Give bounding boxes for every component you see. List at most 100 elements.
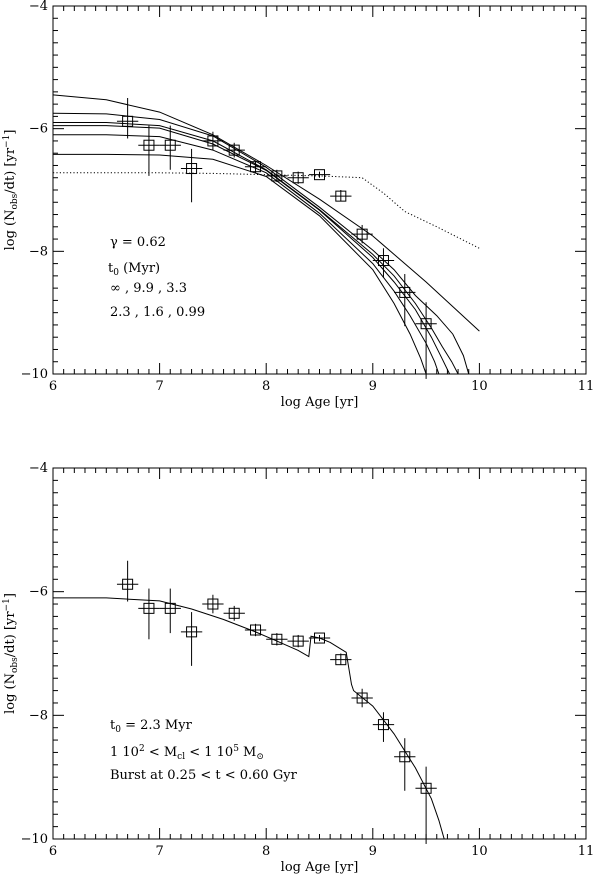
data-point: [415, 302, 437, 379]
data-point-marker: [420, 782, 432, 794]
y-axis-label: log (Nobs/dt) [yr−1]: [2, 130, 20, 251]
data-point: [202, 131, 224, 151]
x-tick-label: 9: [369, 379, 377, 394]
data-point: [202, 594, 224, 614]
y-tick-label: −6: [29, 585, 48, 600]
tick-marks: [52, 5, 587, 375]
data-point: [351, 224, 373, 244]
model-curve: [52, 94, 480, 332]
model-curve: [53, 122, 459, 375]
x-tick-label: 7: [155, 379, 163, 394]
data-point-marker: [143, 602, 155, 614]
data-point: [159, 125, 181, 170]
data-point: [223, 605, 245, 621]
bottom-panel: 6 7 8 9 10 11 −10 −8 −6 −4 log Age [yr] log (Nobs/d…: [2, 461, 593, 875]
data-point-marker: [271, 170, 283, 182]
y-tick-label: −10: [21, 367, 48, 382]
x-tick-label: 10: [471, 844, 488, 859]
data-point-marker: [420, 318, 432, 330]
data-point-marker: [186, 163, 198, 175]
data-point-marker: [228, 144, 240, 156]
model-curve: [53, 125, 451, 375]
data-point-marker: [207, 135, 219, 147]
data-point-marker: [399, 751, 411, 763]
data-point: [372, 712, 395, 742]
x-tick-label: 10: [471, 379, 488, 394]
data-point: [159, 588, 181, 634]
model-curve: [52, 112, 470, 375]
data-point-marker: [207, 598, 219, 610]
data-point: [287, 634, 309, 648]
data-point: [116, 560, 139, 602]
plot-frame: [52, 467, 587, 840]
y-tick-label: −8: [29, 244, 48, 259]
y-tick-label: −8: [29, 708, 48, 723]
data-point-marker: [186, 626, 198, 638]
annotation: 2.3 , 1.6 , 0.99: [110, 305, 205, 320]
x-tick-label: 9: [369, 844, 377, 859]
y-axis-label: log (Nobs/dt) [yr−1]: [2, 593, 20, 714]
model-curve: [53, 134, 440, 375]
model-curve: [53, 153, 427, 375]
data-point: [394, 738, 416, 791]
data-point-marker: [250, 161, 262, 173]
model-curve-dotted: [53, 172, 480, 249]
data-point: [372, 248, 395, 278]
x-tick-label: 8: [262, 844, 270, 859]
data-point-marker: [164, 139, 176, 151]
data-point: [223, 142, 245, 158]
x-tick-label: 11: [578, 379, 593, 394]
data-point-marker: [335, 654, 347, 666]
data-point-marker: [377, 719, 389, 731]
x-tick-label: 7: [155, 844, 163, 859]
x-axis-label: log Age [yr]: [281, 860, 359, 875]
y-tick-label: −6: [29, 122, 48, 137]
data-point: [116, 98, 139, 139]
x-tick-label: 6: [49, 379, 57, 394]
y-tick-label: −10: [21, 832, 48, 847]
data-point-marker: [399, 286, 411, 298]
data-point-marker: [164, 602, 176, 614]
annotation: t0 = 2.3 Myr: [110, 718, 193, 735]
data-point: [266, 633, 288, 646]
data-point-marker: [292, 635, 304, 647]
data-point: [244, 623, 267, 637]
data-point: [266, 169, 288, 183]
x-tick-label: 11: [578, 844, 593, 859]
data-point: [138, 588, 160, 640]
x-tick-label: 8: [262, 379, 270, 394]
data-point-marker: [143, 139, 155, 151]
data-point-marker: [377, 255, 389, 267]
annotation: 1 102 < Mcl < 1 105 M⊙: [110, 744, 264, 762]
data-point: [244, 160, 267, 173]
x-tick-label: 6: [49, 844, 57, 859]
annotation: ∞ , 9.9 , 3.3: [110, 281, 187, 296]
data-point-marker: [314, 632, 325, 644]
data-point: [138, 125, 160, 176]
data-point: [330, 190, 352, 202]
annotation: Burst at 0.25 < t < 0.60 Gyr: [110, 768, 298, 783]
annotation: γ = 0.62: [110, 235, 166, 250]
data-point-marker: [122, 115, 134, 127]
data-point-marker: [250, 624, 262, 636]
data-point: [415, 766, 437, 844]
y-tick-label: −4: [29, 461, 48, 476]
data-point: [351, 688, 373, 708]
data-point-marker: [292, 172, 304, 184]
data-point: [330, 653, 352, 666]
data-point: [308, 169, 331, 181]
data-point-marker: [356, 692, 368, 704]
data-point: [180, 148, 203, 203]
data-point: [308, 632, 331, 644]
data-point: [180, 612, 203, 666]
data-point: [287, 171, 309, 184]
data-point-marker: [122, 578, 134, 590]
data-point: [394, 274, 416, 327]
y-tick-label: −4: [29, 0, 48, 14]
top-panel: 6 7 8 9 10 11 −10 −8 −6 −4 log Age [yr] log (Nobs/d…: [2, 0, 593, 410]
data-point-marker: [228, 607, 240, 619]
data-point-marker: [314, 169, 325, 181]
x-axis-label: log Age [yr]: [281, 395, 359, 410]
annotation: t0 (Myr): [108, 261, 160, 278]
